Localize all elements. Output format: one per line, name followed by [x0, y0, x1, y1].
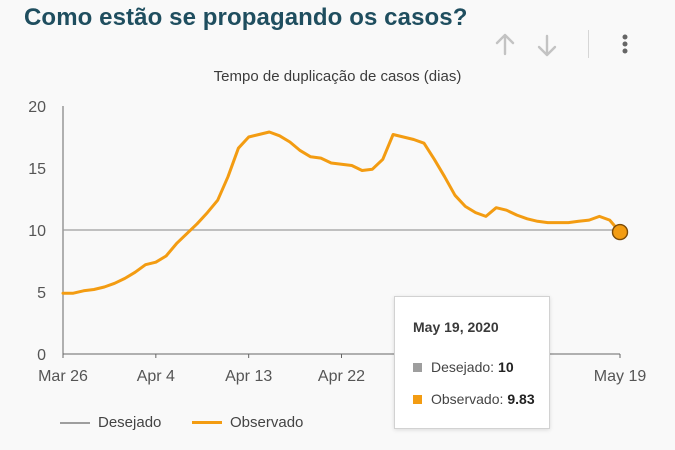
x-tick-label: Apr 22	[318, 368, 365, 385]
tooltip-value-observado: 9.83	[507, 391, 535, 407]
x-tick-label: Mar 26	[38, 368, 88, 385]
legend-label-desejado: Desejado	[98, 414, 162, 431]
tooltip-label-observado: Observado:	[431, 391, 504, 407]
tooltip-label-desejado: Desejado:	[431, 359, 495, 375]
page-title: Como estão se propagando os casos?	[24, 4, 468, 31]
more-options-button[interactable]	[608, 28, 642, 62]
sort-up-button[interactable]	[488, 28, 522, 62]
legend-label-observado: Observado	[230, 414, 304, 431]
observado-highlight-point	[611, 223, 629, 241]
tooltip-swatch-desejado	[413, 362, 422, 372]
y-tick-label: 5	[37, 285, 46, 302]
chart-tooltip: May 19, 2020 Desejado: 10 Observado: 9.8…	[394, 296, 550, 429]
y-tick-label: 10	[28, 223, 46, 240]
legend-swatch-observado	[192, 421, 222, 424]
chart-title: Tempo de duplicação de casos (dias)	[213, 68, 462, 85]
tooltip-value-desejado: 10	[498, 359, 514, 375]
x-tick-label: Apr 4	[137, 368, 175, 385]
observado-line	[61, 130, 622, 295]
chart-toolbar	[488, 28, 648, 62]
legend-swatch-desejado	[60, 421, 90, 424]
sort-down-button[interactable]	[530, 28, 564, 62]
x-tick-label: May 19	[594, 368, 647, 385]
toolbar-divider	[588, 30, 589, 58]
arrow-down-icon	[537, 34, 557, 57]
legend-item-desejado[interactable]: Desejado	[60, 414, 161, 431]
tooltip-date: May 19, 2020	[413, 319, 499, 335]
tooltip-row-observado: Observado: 9.83	[413, 391, 535, 407]
y-tick-label: 15	[28, 161, 46, 178]
arrow-up-icon	[495, 33, 515, 56]
tooltip-swatch-observado	[413, 394, 422, 404]
y-tick-label: 0	[37, 347, 46, 364]
tooltip-row-desejado: Desejado: 10	[413, 359, 514, 375]
x-tick-label: Apr 13	[225, 368, 272, 385]
more-vert-icon	[622, 34, 628, 54]
legend-item-observado[interactable]: Observado	[192, 414, 303, 431]
y-tick-label: 20	[28, 99, 46, 116]
